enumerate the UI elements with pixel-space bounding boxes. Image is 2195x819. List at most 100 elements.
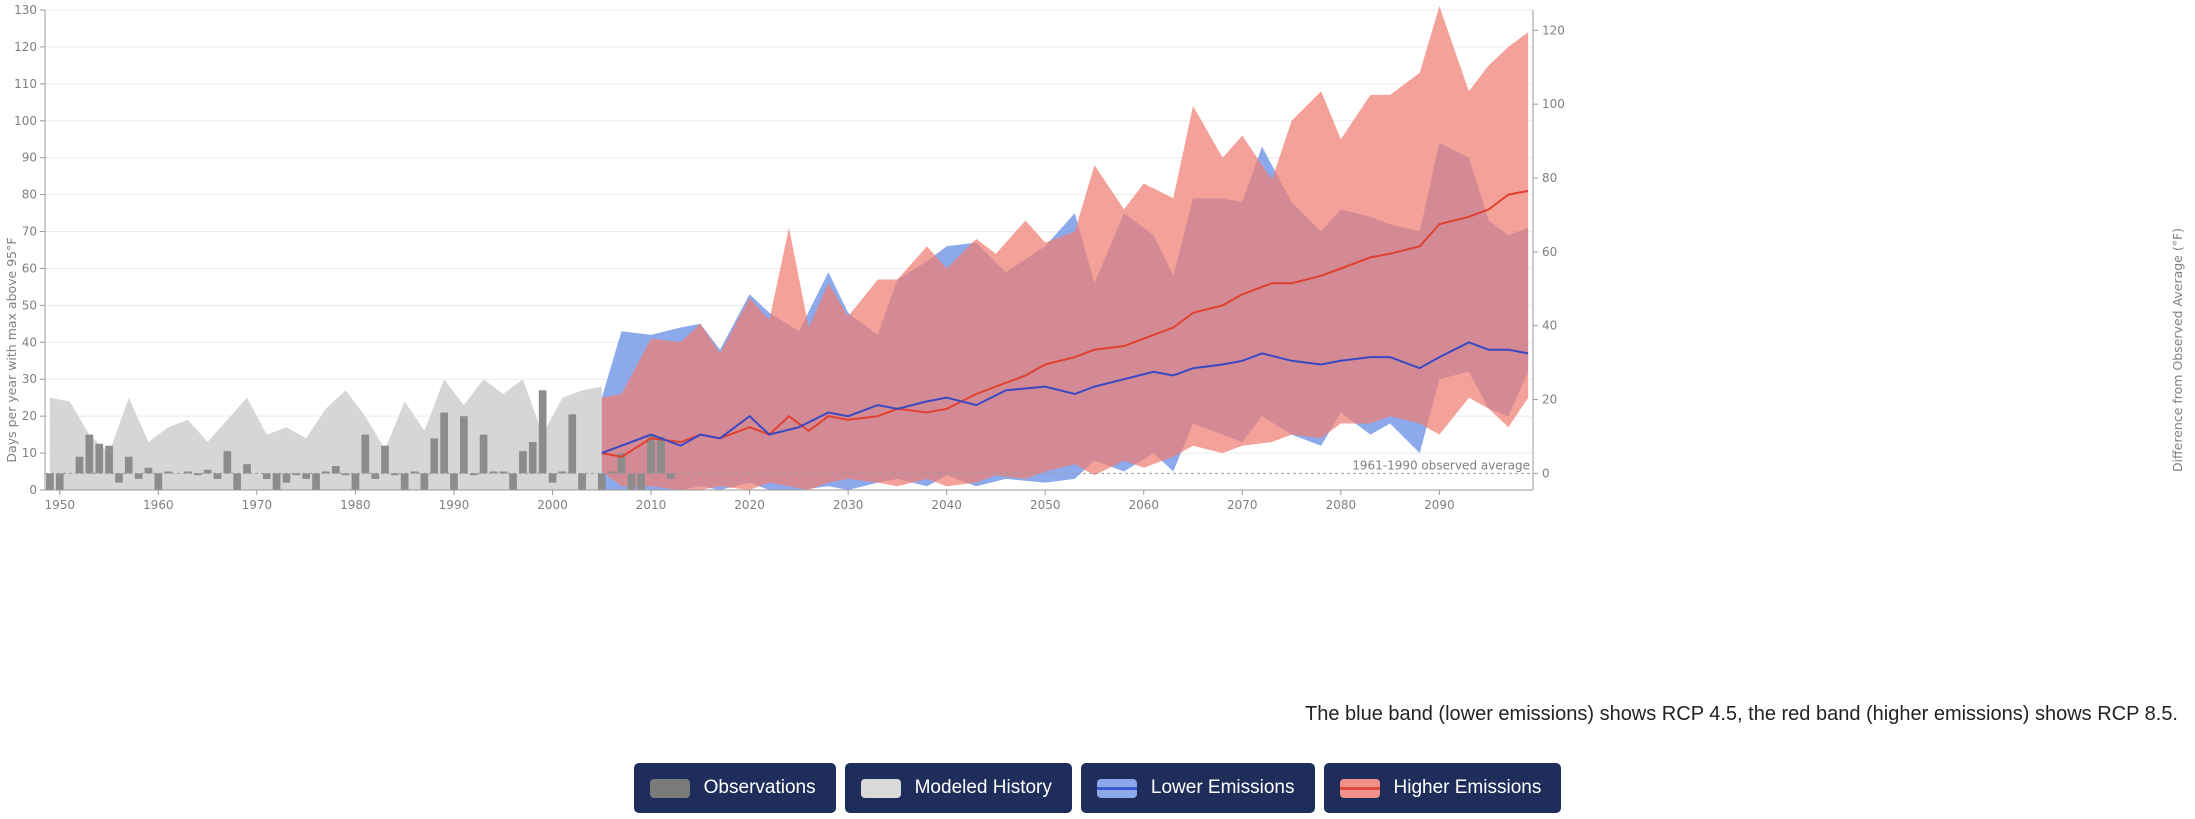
y-right-tick-label: 120 — [1542, 23, 1565, 37]
y-left-tick-label: 110 — [14, 77, 37, 91]
observation-bar — [144, 467, 153, 474]
observation-bar — [558, 471, 567, 474]
observation-bar — [479, 434, 488, 474]
legend-label: Lower Emissions — [1150, 777, 1295, 798]
observations-swatch-icon — [649, 778, 690, 798]
chart: 0102030405060708090100110120130020406080… — [4, 3, 2185, 512]
x-tick-label: 2000 — [537, 498, 568, 512]
chart-axes: 0102030405060708090100110120130020406080… — [14, 3, 1565, 512]
observation-bar — [519, 451, 527, 474]
legend: Observations Modeled History Lower Emiss… — [0, 763, 2195, 813]
y-left-tick-label: 120 — [14, 40, 37, 54]
observation-bar — [312, 473, 320, 490]
legend-higher-emissions-button[interactable]: Higher Emissions — [1323, 763, 1562, 813]
y-right-tick-label: 20 — [1542, 393, 1557, 407]
observation-bar — [213, 473, 222, 479]
legend-label: Observations — [703, 777, 816, 798]
y-left-tick-label: 10 — [22, 446, 37, 460]
x-tick-label: 2040 — [931, 498, 962, 512]
observation-bar — [164, 471, 172, 474]
observation-bar — [115, 473, 123, 483]
x-tick-label: 2070 — [1227, 498, 1258, 512]
y-right-tick-label: 60 — [1542, 245, 1557, 259]
observation-bar — [627, 473, 636, 490]
observation-bar — [400, 473, 409, 490]
x-tick-label: 2030 — [833, 498, 864, 512]
y-left-tick-label: 0 — [29, 483, 37, 497]
observation-bar — [381, 445, 389, 474]
observation-bar — [391, 473, 399, 476]
observation-bar — [538, 390, 547, 474]
legend-observations-button[interactable]: Observations — [633, 763, 836, 813]
observation-bar — [46, 473, 54, 490]
observation-bar — [460, 416, 468, 474]
x-tick-label: 1960 — [143, 498, 174, 512]
y-left-tick-label: 60 — [22, 261, 37, 275]
x-tick-label: 1950 — [45, 498, 76, 512]
observation-bar — [420, 473, 429, 490]
observation-bar — [440, 412, 448, 474]
emissions-note: The blue band (lower emissions) shows RC… — [1304, 703, 2178, 725]
x-tick-label: 1990 — [439, 498, 470, 512]
observation-bar — [607, 471, 616, 474]
observation-bar — [302, 473, 310, 479]
swatch-line — [1339, 786, 1380, 790]
y-right-tick-label: 40 — [1542, 319, 1557, 333]
y-right-tick-label: 100 — [1542, 97, 1565, 111]
y-left-tick-label: 100 — [14, 114, 37, 128]
higher-emissions-median-line — [601, 189, 1529, 458]
y-right-tick-label: 0 — [1542, 466, 1550, 480]
modeled-history-swatch-icon — [860, 778, 901, 798]
observation-bar — [351, 473, 360, 490]
observation-bar — [203, 469, 212, 474]
swatch-line — [1096, 786, 1137, 790]
observation-bar — [243, 464, 251, 474]
observation-bar — [193, 473, 202, 476]
observation-bar — [509, 473, 517, 490]
legend-lower-emissions-button[interactable]: Lower Emissions — [1080, 763, 1315, 813]
x-tick-label: 1970 — [242, 498, 273, 512]
observation-bar — [647, 434, 655, 474]
y-left-tick-label: 80 — [22, 188, 37, 202]
y-left-tick-label: 130 — [14, 3, 37, 17]
legend-label: Higher Emissions — [1393, 777, 1542, 798]
y-left-tick-label: 70 — [22, 225, 37, 239]
observation-bar — [154, 473, 163, 490]
observation-bar — [617, 453, 626, 474]
y-left-tick-label: 30 — [22, 372, 37, 386]
observed-average-label: 1961-1990 observed average — [1352, 458, 1530, 472]
observation-bar — [75, 456, 84, 474]
x-tick-label: 2080 — [1326, 498, 1357, 512]
observation-bar — [568, 414, 577, 474]
higher-emissions-swatch-icon — [1339, 778, 1380, 798]
y-axis-right-title: Difference from Observed Average (°F) — [2170, 228, 2185, 472]
observation-bar — [528, 442, 537, 474]
legend-modeled-history-button[interactable]: Modeled History — [844, 763, 1072, 813]
observation-bar — [282, 473, 291, 483]
y-axis-left-title: Days per year with max above 95°F — [4, 237, 19, 462]
observation-bar — [55, 473, 64, 490]
observation-bar — [134, 473, 143, 479]
observation-bar — [361, 434, 370, 474]
observation-bar — [292, 473, 301, 476]
legend-label: Modeled History — [914, 777, 1052, 798]
observation-bar — [371, 473, 379, 479]
y-left-tick-label: 40 — [22, 335, 37, 349]
y-right-tick-label: 80 — [1542, 171, 1557, 185]
observation-bar — [262, 473, 271, 479]
observation-bar — [341, 473, 350, 476]
x-tick-label: 2060 — [1128, 498, 1159, 512]
x-tick-label: 2090 — [1424, 498, 1455, 512]
observation-bar — [666, 473, 675, 479]
y-left-tick-label: 50 — [22, 298, 37, 312]
x-tick-label: 2020 — [734, 498, 765, 512]
observation-bar — [548, 473, 557, 483]
observation-bar — [322, 471, 330, 474]
observation-bar — [272, 473, 281, 490]
chart-lines — [45, 189, 1533, 474]
observation-bar — [430, 438, 439, 474]
observation-bar — [95, 443, 104, 474]
observation-bar — [124, 456, 133, 474]
observation-bar — [85, 434, 94, 474]
chart-bands — [49, 6, 1529, 491]
